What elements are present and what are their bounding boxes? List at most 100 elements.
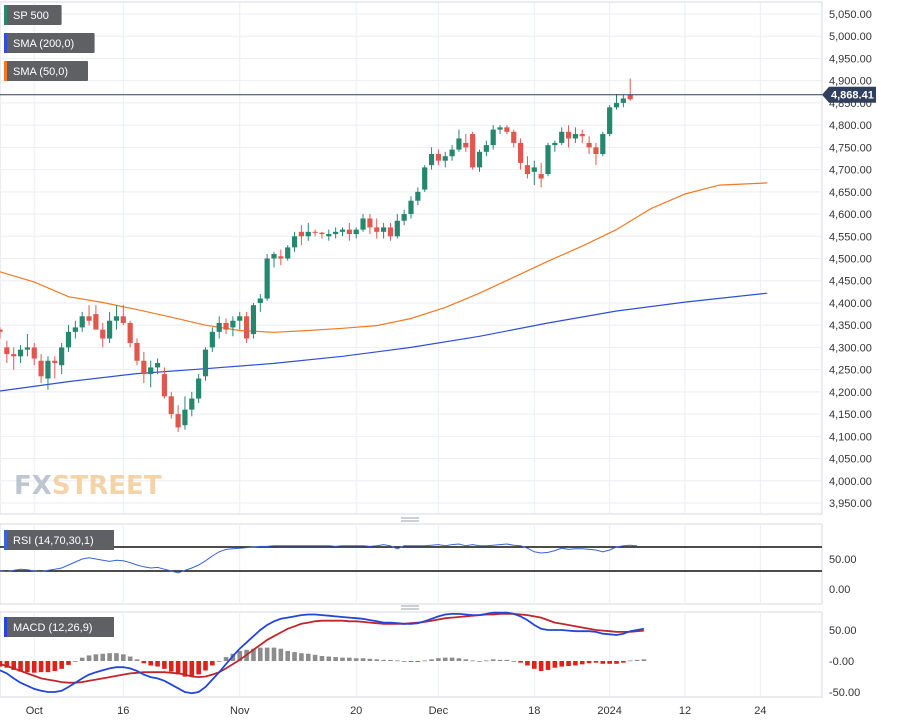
candle-body [148,367,154,375]
macd-histogram-bar [360,658,366,661]
macd-histogram-bar [559,661,564,667]
macd-histogram-bar [251,648,256,661]
macd-line [0,611,645,695]
rsi-line [0,543,638,574]
macd-histogram-bar [627,660,633,662]
price-axis-label: 5,000.00 [829,31,872,43]
sma200-line [0,292,768,392]
candle-body [565,131,572,139]
legend-box [4,5,62,25]
macd-histogram-bar [641,659,647,661]
price-axis-label: 4,050.00 [829,454,872,466]
macd-histogram-bar [593,661,599,663]
macd-histogram-bar [552,661,558,668]
candle-body [613,102,620,108]
macd-axis-label: -0.00 [829,656,854,668]
macd-histogram-bar [4,661,10,668]
macd-histogram-bar [442,657,448,661]
macd-histogram-bar [38,661,44,673]
macd-histogram-bar [614,661,619,664]
macd-histogram-bar [134,659,140,661]
price-axis-label: 4,100.00 [829,431,872,443]
candle-body [593,147,599,155]
macd-histogram-bar [436,658,441,661]
candle-body [52,360,58,363]
macd-histogram-bar [114,653,119,661]
macd-histogram-bar [73,661,78,662]
legend-color-swatch [4,617,7,637]
macd-histogram-bar [566,661,571,667]
candle-body [600,134,606,155]
macd-histogram-bar [258,647,263,661]
macd-histogram-bar [285,650,290,661]
candle-body [394,220,400,237]
candle-body [415,191,421,201]
candle-body [230,320,236,328]
macd-histogram-bar [278,648,284,661]
macd-histogram-bar [463,659,469,661]
macd-histogram-bar [532,661,537,669]
macd-histogram-bar [203,661,208,671]
macd-histogram-bar [381,659,386,661]
candle-body [319,232,325,235]
macd-histogram-bar [216,661,222,662]
candle-body [476,151,483,168]
candle-body [154,362,161,368]
macd-histogram-bar [600,661,606,664]
candle-body [285,247,291,259]
macd-histogram-bar [477,661,482,662]
macd-histogram-bar [121,654,126,661]
candle-body [0,329,3,332]
candle-body [59,347,65,366]
macd-histogram-bar [333,657,338,661]
macd-histogram-bar [100,653,106,661]
macd-histogram-bar [353,658,359,661]
candle-body [65,331,72,348]
price-axis-label: 4,500.00 [829,254,872,266]
time-axis-label: 18 [528,705,540,717]
price-axis-label: 4,750.00 [829,142,872,154]
macd-legend-label: MACD (12,26,9) [13,622,92,634]
macd-histogram-bar [504,659,510,661]
candle-body [202,349,209,377]
macd-histogram-bar [497,659,503,661]
price-axis-label: 5,050.00 [829,9,872,21]
candle-body [435,154,441,161]
candle-body [113,316,120,321]
candle-body [11,354,17,357]
macd-histogram-bar [408,661,414,662]
macd-histogram-bar [429,659,434,661]
legend-label: SMA (50,0) [13,66,68,78]
candle-body [298,231,304,237]
macd-histogram-bar [264,647,270,661]
legend-label: SP 500 [13,10,49,22]
candle-body [627,94,633,100]
candle-body [182,409,188,426]
candle-body [237,316,243,321]
candle-body [250,305,257,335]
candle-body [524,165,531,175]
candle-body [552,142,558,146]
macd-histogram-bar [579,661,585,665]
macd-histogram-bar [422,660,427,662]
macd-histogram-bar [305,653,311,661]
fxstreet-watermark: FXSTREET [14,471,162,501]
candle-body [86,316,92,321]
macd-histogram-bar [401,661,407,662]
legend-color-swatch [4,33,7,53]
price-axis-label: 4,450.00 [829,276,872,288]
macd-histogram-bar [223,657,229,661]
macd-histogram-bar [162,661,167,669]
candle-body [572,134,578,139]
candle-body [333,231,339,235]
price-axis-label: 4,900.00 [829,76,872,88]
macd-histogram-bar [312,654,318,661]
price-axis-label: 4,300.00 [829,342,872,354]
candle-body [278,256,284,259]
price-axis-label: 4,950.00 [829,53,872,65]
candle-body [586,142,592,148]
candle-body [449,149,455,157]
candle-body [209,331,215,348]
candle-body [17,349,24,357]
macd-histogram-bar [525,661,530,666]
